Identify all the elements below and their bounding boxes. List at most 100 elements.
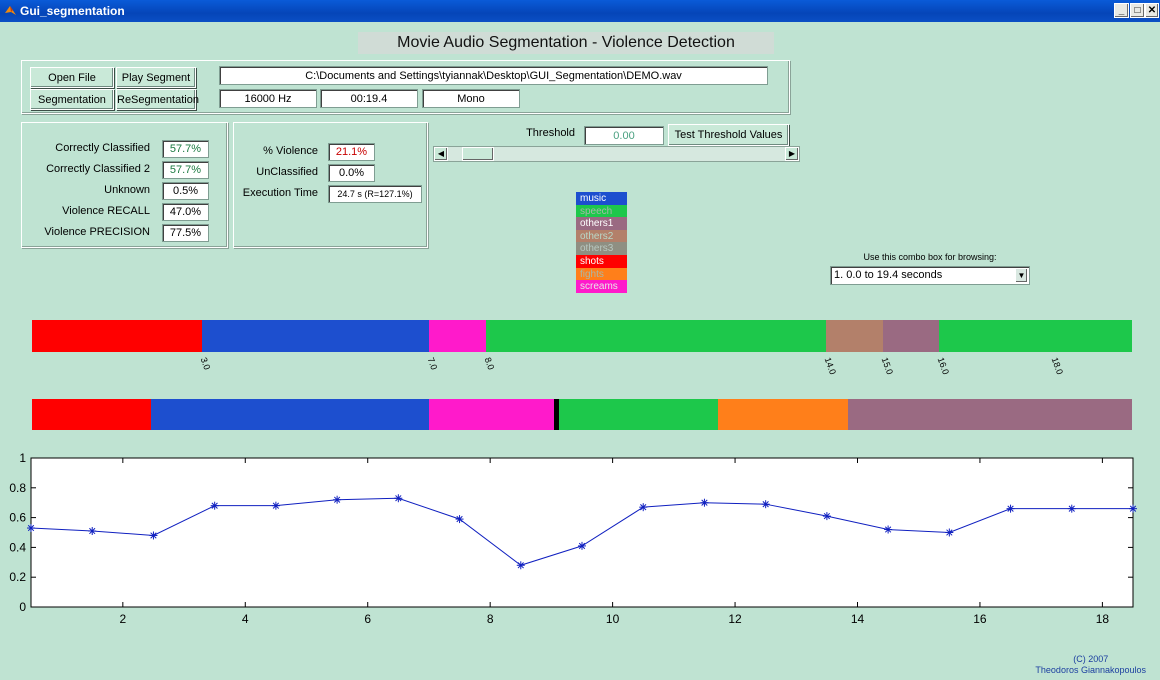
segmentation-button[interactable]: Segmentation [30, 89, 114, 110]
legend-item-fights: fights [576, 267, 627, 281]
segment [825, 320, 883, 352]
maximize-button[interactable]: □ [1130, 3, 1145, 18]
x-tick-label: 2 [119, 612, 126, 626]
test-threshold-button[interactable]: Test Threshold Values [668, 124, 789, 146]
segment [848, 399, 1132, 430]
threshold-slider[interactable]: ◀ ▶ [433, 146, 800, 162]
data-point [210, 501, 219, 510]
segment-tick-label: 18.0 [1049, 356, 1065, 376]
stat-label: % Violence [263, 145, 318, 157]
data-point [639, 503, 648, 512]
slider-right-arrow-icon[interactable]: ▶ [785, 147, 799, 161]
data-point [578, 541, 586, 550]
x-tick-label: 8 [487, 612, 494, 626]
minimize-button[interactable]: _ [1114, 3, 1129, 18]
segment [553, 399, 560, 430]
plot-area [30, 457, 1134, 608]
segment [882, 320, 940, 352]
stat-value: 0.5% [162, 182, 209, 200]
data-point [27, 524, 35, 533]
play-segment-button[interactable]: Play Segment [116, 67, 196, 88]
segment [485, 320, 826, 352]
browse-label: Use this combo box for browsing: [863, 252, 997, 262]
legend-item-others2: others2 [576, 229, 627, 243]
legend-item-screams: screams [576, 280, 627, 294]
stat-value: 0.0% [328, 164, 375, 182]
segment-tick-label: 3.0 [198, 356, 213, 372]
stat-value: 24.7 s (R=127.1%) [328, 185, 422, 203]
credits: (C) 2007 Theodoros Giannakopoulos [1035, 654, 1146, 676]
close-button[interactable]: ✕ [1145, 3, 1159, 18]
data-point [455, 515, 464, 524]
credits-author: Theodoros Giannakopoulos [1035, 665, 1146, 675]
y-tick-label: 0.6 [9, 511, 26, 525]
stat-value: 57.7% [162, 161, 209, 179]
segment [151, 399, 429, 430]
y-tick-label: 0.8 [9, 481, 26, 495]
window-title-bar[interactable]: Gui_segmentation _ □ ✕ [0, 0, 1160, 22]
legend-item-others1: others1 [576, 217, 627, 231]
credits-year: (C) 2007 [1073, 654, 1109, 664]
stat-label: Violence PRECISION [44, 226, 150, 238]
stat-label: Correctly Classified 2 [46, 163, 150, 175]
data-point [822, 512, 831, 521]
stat-label: Correctly Classified [55, 142, 150, 154]
slider-thumb[interactable] [462, 147, 494, 161]
data-point [700, 498, 709, 507]
x-tick-label: 18 [1096, 612, 1110, 626]
chevron-down-icon[interactable]: ▼ [1015, 268, 1028, 283]
data-point [1067, 504, 1076, 513]
x-tick-label: 4 [242, 612, 249, 626]
resegmentation-button[interactable]: ReSegmentation [116, 89, 199, 110]
x-tick-label: 6 [364, 612, 371, 626]
matlab-logo-icon [5, 6, 16, 15]
data-point [394, 494, 403, 503]
segment [428, 399, 554, 430]
data-point [1006, 504, 1015, 513]
threshold-input[interactable]: 0.00 [584, 126, 664, 145]
stat-value: 57.7% [162, 140, 209, 158]
slider-left-arrow-icon[interactable]: ◀ [434, 147, 448, 161]
segment-tick-label: 14.0 [822, 356, 838, 376]
segment-tick-label: 7.0 [425, 356, 440, 372]
data-point [271, 501, 280, 510]
segment [939, 320, 1132, 352]
data-point [945, 528, 954, 537]
segment [428, 320, 486, 352]
x-tick-label: 12 [728, 612, 742, 626]
y-tick-label: 0.2 [9, 570, 26, 584]
stat-value: 47.0% [162, 203, 209, 221]
segment [718, 399, 849, 430]
legend-item-shots: shots [576, 255, 627, 268]
open-file-button[interactable]: Open File [30, 67, 114, 88]
x-tick-label: 14 [851, 612, 865, 626]
segment-tick-label: 8.0 [482, 356, 496, 372]
channels-field: Mono [422, 89, 520, 108]
x-tick-label: 16 [973, 612, 987, 626]
stat-label: Unknown [104, 184, 150, 196]
data-point [149, 531, 158, 540]
file-panel [21, 60, 790, 114]
y-tick-label: 1 [19, 451, 26, 465]
stat-value: 77.5% [162, 224, 209, 242]
stat-value: 21.1% [328, 143, 375, 161]
segmentation-bar-bottom [32, 399, 1132, 430]
browse-combo[interactable]: 1. 0.0 to 19.4 seconds ▼ [830, 266, 1030, 285]
segment [202, 320, 429, 352]
legend-item-speech: speech [576, 204, 627, 218]
segment-tick-label: 15.0 [879, 356, 895, 376]
y-tick-label: 0.4 [9, 540, 26, 554]
stat-label: UnClassified [256, 166, 318, 178]
violence-stats-panel [233, 122, 428, 248]
file-path-field: C:\Documents and Settings\tyiannak\Deskt… [219, 66, 768, 85]
data-point [1129, 504, 1137, 513]
data-point [884, 525, 893, 534]
segment [32, 320, 203, 352]
legend-item-music: music [576, 192, 627, 205]
data-point [333, 495, 342, 504]
data-point [516, 561, 525, 570]
duration-field: 00:19.4 [320, 89, 418, 108]
threshold-label: Threshold [526, 127, 575, 139]
legend-item-others3: others3 [576, 242, 627, 256]
segment [32, 399, 152, 430]
